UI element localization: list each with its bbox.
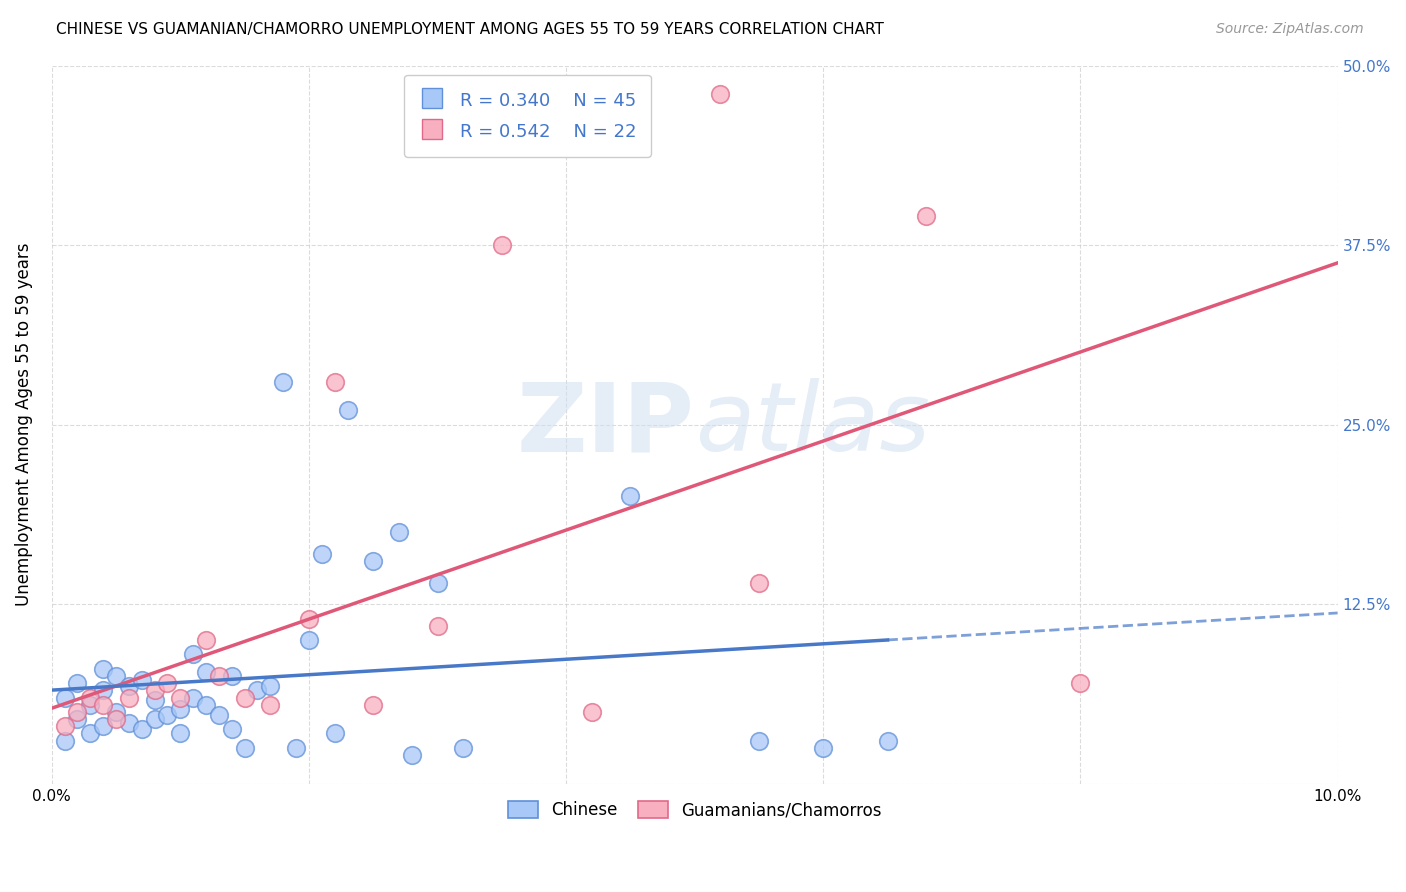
Point (53, 719, 76, 733)
Point (1069, 676, 1091, 690)
Point (748, 575, 770, 590)
Point (66, 705, 89, 719)
Point (195, 633, 218, 648)
Point (311, 547, 333, 561)
Point (619, 490, 641, 504)
Point (105, 712, 128, 726)
Point (581, 705, 603, 719)
Point (53, 733, 76, 747)
Point (491, 238, 513, 252)
Point (156, 707, 179, 722)
Point (208, 669, 231, 683)
Point (66, 712, 89, 726)
Point (323, 726, 346, 740)
Point (143, 683, 166, 698)
Point (426, 619, 449, 633)
Point (131, 673, 153, 688)
Point (813, 740, 835, 755)
Point (181, 690, 204, 705)
Point (233, 740, 256, 755)
Point (105, 669, 128, 683)
Point (91, 698, 114, 712)
Point (53, 690, 76, 705)
Point (156, 676, 179, 690)
Point (91, 719, 114, 733)
Point (221, 722, 243, 736)
Point (169, 702, 191, 716)
Point (336, 403, 359, 417)
Point (285, 740, 308, 755)
Point (105, 705, 128, 719)
Point (143, 712, 166, 726)
Point (66, 676, 89, 690)
Point (221, 669, 243, 683)
Point (401, 747, 423, 762)
Y-axis label: Unemployment Among Ages 55 to 59 years: Unemployment Among Ages 55 to 59 years (15, 243, 32, 607)
Point (323, 375, 346, 389)
Point (118, 690, 141, 705)
Point (118, 716, 141, 731)
Point (298, 633, 321, 648)
Text: ZIP: ZIP (517, 378, 695, 471)
Point (91, 683, 114, 698)
Legend: Chinese, Guamanians/Chamorros: Chinese, Guamanians/Chamorros (502, 794, 889, 826)
Point (259, 679, 281, 693)
Point (195, 698, 218, 712)
Point (876, 733, 898, 747)
Point (915, 210, 938, 224)
Point (91, 662, 114, 676)
Point (131, 722, 153, 736)
Point (271, 375, 294, 389)
Point (79, 698, 101, 712)
Point (259, 698, 281, 712)
Point (298, 611, 321, 625)
Point (748, 733, 770, 747)
Point (233, 690, 256, 705)
Point (79, 726, 101, 740)
Text: CHINESE VS GUAMANIAN/CHAMORRO UNEMPLOYMENT AMONG AGES 55 TO 59 YEARS CORRELATION: CHINESE VS GUAMANIAN/CHAMORRO UNEMPLOYME… (56, 22, 884, 37)
Point (195, 665, 218, 679)
Point (79, 690, 101, 705)
Point (246, 683, 269, 698)
Point (169, 690, 191, 705)
Text: atlas: atlas (695, 378, 929, 471)
Point (143, 693, 166, 707)
Point (388, 525, 411, 540)
Point (451, 740, 474, 755)
Point (208, 707, 231, 722)
Point (361, 554, 384, 568)
Point (169, 726, 191, 740)
Point (118, 679, 141, 693)
Point (361, 698, 384, 712)
Text: Source: ZipAtlas.com: Source: ZipAtlas.com (1216, 22, 1364, 37)
Point (709, 87, 731, 102)
Point (426, 575, 449, 590)
Point (181, 648, 204, 662)
